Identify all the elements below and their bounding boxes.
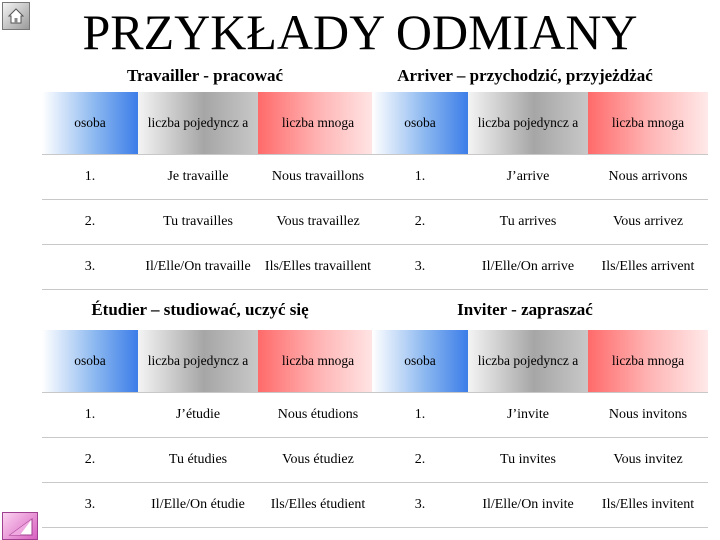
person-cell: 2.: [372, 437, 468, 483]
plural-cell: Nous arrivons: [588, 154, 708, 200]
table-header-row: osoba liczba pojedyncz a liczba mnoga: [42, 330, 378, 393]
plural-cell: Ils/Elles étudient: [258, 482, 378, 528]
person-cell: 2.: [42, 199, 138, 245]
singular-cell: J’étudie: [138, 392, 258, 438]
singular-cell: Il/Elle/On étudie: [138, 482, 258, 528]
header-osoba: osoba: [42, 92, 138, 155]
person-cell: 2.: [42, 437, 138, 483]
table-row: 2. Tu travailles Vous travaillez: [42, 199, 378, 245]
header-singular: liczba pojedyncz a: [468, 330, 588, 393]
plural-cell: Vous travaillez: [258, 199, 378, 245]
table-header-row: osoba liczba pojedyncz a liczba mnoga: [42, 92, 378, 155]
singular-cell: Tu arrives: [468, 199, 588, 245]
conjugation-table-arriver: osoba liczba pojedyncz a liczba mnoga 1.…: [372, 92, 708, 290]
header-plural: liczba mnoga: [588, 330, 708, 393]
table-row: 3. Il/Elle/On invite Ils/Elles invitent: [372, 482, 708, 528]
conjugation-table-travailler: osoba liczba pojedyncz a liczba mnoga 1.…: [42, 92, 378, 290]
singular-cell: Il/Elle/On travaille: [138, 244, 258, 290]
table-header-row: osoba liczba pojedyncz a liczba mnoga: [372, 92, 708, 155]
header-plural: liczba mnoga: [258, 92, 378, 155]
plural-cell: Ils/Elles invitent: [588, 482, 708, 528]
person-cell: 1.: [372, 154, 468, 200]
table-row: 3. Il/Elle/On étudie Ils/Elles étudient: [42, 482, 378, 528]
singular-cell: Il/Elle/On arrive: [468, 244, 588, 290]
table-title-etudier: Étudier – studiować, uczyć się: [91, 300, 309, 319]
singular-cell: Il/Elle/On invite: [468, 482, 588, 528]
singular-cell: Tu invites: [468, 437, 588, 483]
plural-cell: Vous étudiez: [258, 437, 378, 483]
header-singular: liczba pojedyncz a: [468, 92, 588, 155]
person-cell: 3.: [42, 244, 138, 290]
person-cell: 1.: [372, 392, 468, 438]
person-cell: 2.: [372, 199, 468, 245]
back-button[interactable]: [2, 512, 38, 540]
plural-cell: Vous invitez: [588, 437, 708, 483]
plural-cell: Nous étudions: [258, 392, 378, 438]
table-row: 3. Il/Elle/On arrive Ils/Elles arrivent: [372, 244, 708, 290]
table-header-row: osoba liczba pojedyncz a liczba mnoga: [372, 330, 708, 393]
plural-cell: Vous arrivez: [588, 199, 708, 245]
person-cell: 3.: [372, 244, 468, 290]
person-cell: 3.: [42, 482, 138, 528]
table-row: 1. J’arrive Nous arrivons: [372, 154, 708, 200]
plural-cell: Ils/Elles arrivent: [588, 244, 708, 290]
table-title-travailler: Travailler - pracować: [126, 66, 284, 85]
singular-cell: J’arrive: [468, 154, 588, 200]
header-osoba: osoba: [372, 330, 468, 393]
plural-cell: Nous travaillons: [258, 154, 378, 200]
table-row: 1. J’invite Nous invitons: [372, 392, 708, 438]
singular-cell: Je travaille: [138, 154, 258, 200]
conjugation-table-etudier: osoba liczba pojedyncz a liczba mnoga 1.…: [42, 330, 378, 528]
singular-cell: Tu étudies: [138, 437, 258, 483]
plural-cell: Ils/Elles travaillent: [258, 244, 378, 290]
page-title: PRZYKŁADY ODMIANY: [82, 4, 638, 60]
table-row: 3. Il/Elle/On travaille Ils/Elles travai…: [42, 244, 378, 290]
table-row: 2. Tu invites Vous invitez: [372, 437, 708, 483]
table-row: 1. Je travaille Nous travaillons: [42, 154, 378, 200]
table-row: 2. Tu étudies Vous étudiez: [42, 437, 378, 483]
plural-cell: Nous invitons: [588, 392, 708, 438]
header-singular: liczba pojedyncz a: [138, 92, 258, 155]
home-icon: [7, 8, 25, 24]
table-title-arriver: Arriver – przychodzić, przyjeżdżać: [397, 66, 653, 85]
table-title-inviter: Inviter - zapraszać: [457, 300, 593, 319]
singular-cell: Tu travailles: [138, 199, 258, 245]
table-row: 1. J’étudie Nous étudions: [42, 392, 378, 438]
header-plural: liczba mnoga: [588, 92, 708, 155]
home-button[interactable]: [2, 2, 30, 30]
header-osoba: osoba: [372, 92, 468, 155]
header-osoba: osoba: [42, 330, 138, 393]
person-cell: 3.: [372, 482, 468, 528]
person-cell: 1.: [42, 392, 138, 438]
table-row: 2. Tu arrives Vous arrivez: [372, 199, 708, 245]
person-cell: 1.: [42, 154, 138, 200]
conjugation-table-inviter: osoba liczba pojedyncz a liczba mnoga 1.…: [372, 330, 708, 528]
header-plural: liczba mnoga: [258, 330, 378, 393]
back-arrow-icon: [8, 518, 33, 536]
singular-cell: J’invite: [468, 392, 588, 438]
header-singular: liczba pojedyncz a: [138, 330, 258, 393]
